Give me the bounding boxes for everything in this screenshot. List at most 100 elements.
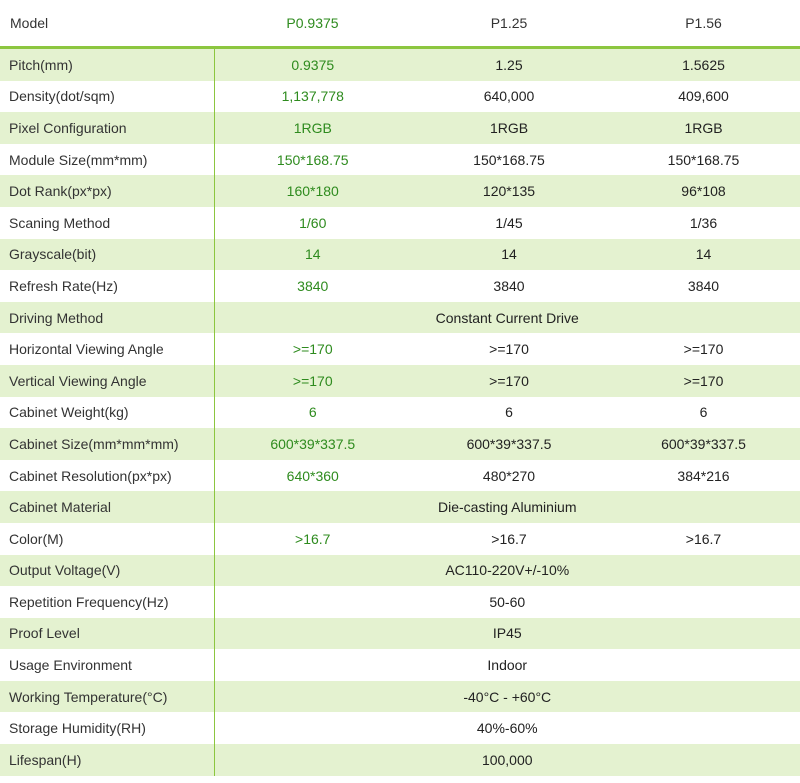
header-row: Model P0.9375 P1.25 P1.56 bbox=[0, 0, 800, 49]
spec-value: 14 bbox=[411, 238, 607, 271]
spec-value: >=170 bbox=[411, 364, 607, 397]
spec-label: Cabinet Resolution(px*px) bbox=[0, 459, 215, 492]
spec-value: 0.9375 bbox=[214, 47, 411, 81]
spec-value: >=170 bbox=[607, 333, 800, 365]
spec-label: Pixel Configuration bbox=[0, 112, 215, 144]
spec-label: Dot Rank(px*px) bbox=[0, 175, 215, 207]
spec-value: >=170 bbox=[411, 333, 607, 365]
spec-value: >16.7 bbox=[607, 522, 800, 555]
spec-label: Cabinet Size(mm*mm*mm) bbox=[0, 428, 215, 460]
spec-value: 150*168.75 bbox=[214, 143, 411, 176]
spec-label: Refresh Rate(Hz) bbox=[0, 270, 215, 302]
spec-value-shared: Indoor bbox=[214, 649, 800, 681]
spec-label: Proof Level bbox=[0, 617, 215, 650]
model-p0-9375: P0.9375 bbox=[214, 0, 411, 49]
spec-value-shared: 50-60 bbox=[214, 586, 800, 618]
spec-value: 600*39*337.5 bbox=[214, 428, 411, 460]
spec-value: 150*168.75 bbox=[411, 143, 607, 176]
spec-row: Cabinet Size(mm*mm*mm) 600*39*337.5 600*39… bbox=[0, 428, 800, 460]
spec-label: Vertical Viewing Angle bbox=[0, 364, 215, 397]
spec-row: Dot Rank(px*px) 160*180 120*135 96*108 bbox=[0, 175, 800, 207]
spec-value: 1/36 bbox=[607, 206, 800, 239]
spec-value: 96*108 bbox=[607, 175, 800, 207]
spec-value: 384*216 bbox=[607, 459, 800, 492]
spec-row: Refresh Rate(Hz) 3840 3840 3840 bbox=[0, 270, 800, 302]
spec-value: 160*180 bbox=[214, 175, 411, 207]
spec-value: 1RGB bbox=[214, 112, 411, 144]
spec-row: Pixel Configuration 1RGB 1RGB 1RGB bbox=[0, 112, 800, 144]
spec-row: Working Temperature(°C) -40°C - +60°C bbox=[0, 680, 800, 713]
spec-value-shared: IP45 bbox=[214, 617, 800, 650]
spec-label: Storage Humidity(RH) bbox=[0, 712, 215, 745]
spec-value: 1RGB bbox=[607, 112, 800, 144]
spec-row: Repetition Frequency(Hz) 50-60 bbox=[0, 586, 800, 618]
spec-row: Cabinet Weight(kg) 6 6 6 bbox=[0, 396, 800, 429]
spec-body: Pitch(mm) 0.9375 1.25 1.5625 Density(dot/sqm… bbox=[0, 47, 800, 776]
spec-label: Working Temperature(°C) bbox=[0, 680, 215, 713]
spec-row: Driving Method Constant Current Drive bbox=[0, 301, 800, 334]
spec-value: 480*270 bbox=[411, 459, 607, 492]
header-label: Model bbox=[0, 0, 214, 49]
spec-label: Module Size(mm*mm) bbox=[0, 143, 215, 176]
spec-value: 409,600 bbox=[607, 80, 800, 113]
spec-row: Proof Level IP45 bbox=[0, 617, 800, 650]
spec-value: 600*39*337.5 bbox=[411, 428, 607, 460]
spec-row: Grayscale(bit) 14 14 14 bbox=[0, 238, 800, 271]
model-p1-25: P1.25 bbox=[411, 0, 607, 49]
spec-value: 6 bbox=[607, 396, 800, 429]
spec-value: 600*39*337.5 bbox=[607, 428, 800, 460]
spec-value: 120*135 bbox=[411, 175, 607, 207]
spec-value-shared: Die-casting Aluminium bbox=[214, 491, 800, 523]
spec-value: 640,000 bbox=[411, 80, 607, 113]
spec-label: Output Voltage(V) bbox=[0, 554, 215, 587]
spec-value-shared: -40°C - +60°C bbox=[214, 680, 800, 713]
spec-row: Usage Environment Indoor bbox=[0, 649, 800, 681]
spec-label: Repetition Frequency(Hz) bbox=[0, 586, 215, 618]
spec-value: 6 bbox=[214, 396, 411, 429]
spec-row: Pitch(mm) 0.9375 1.25 1.5625 bbox=[0, 47, 800, 81]
spec-label: Scaning Method bbox=[0, 206, 215, 239]
spec-value: 14 bbox=[607, 238, 800, 271]
spec-value: 1RGB bbox=[411, 112, 607, 144]
spec-value: 150*168.75 bbox=[607, 143, 800, 176]
spec-row: Density(dot/sqm) 1,137,778 640,000 409,600 bbox=[0, 80, 800, 113]
spec-value: 1.5625 bbox=[607, 47, 800, 81]
model-p1-56: P1.56 bbox=[607, 0, 800, 49]
spec-label: Color(M) bbox=[0, 522, 215, 555]
spec-value-shared: 40%-60% bbox=[214, 712, 800, 745]
spec-label: Cabinet Weight(kg) bbox=[0, 396, 215, 429]
spec-row: Horizontal Viewing Angle >=170 >=170 >=170 bbox=[0, 333, 800, 365]
spec-row: Cabinet Resolution(px*px) 640*360 480*270 3… bbox=[0, 459, 800, 492]
spec-label: Cabinet Material bbox=[0, 491, 215, 523]
spec-value: 1/45 bbox=[411, 206, 607, 239]
spec-label: Usage Environment bbox=[0, 649, 215, 681]
spec-value: 1,137,778 bbox=[214, 80, 411, 113]
spec-label: Lifespan(H) bbox=[0, 744, 215, 776]
spec-value: >16.7 bbox=[411, 522, 607, 555]
spec-value: >16.7 bbox=[214, 522, 411, 555]
spec-value: >=170 bbox=[214, 364, 411, 397]
spec-row: Vertical Viewing Angle >=170 >=170 >=170 bbox=[0, 364, 800, 397]
spec-value-shared: AC110-220V+/-10% bbox=[214, 554, 800, 587]
spec-row: Scaning Method 1/60 1/45 1/36 bbox=[0, 206, 800, 239]
spec-label: Grayscale(bit) bbox=[0, 238, 215, 271]
spec-value: 3840 bbox=[607, 270, 800, 302]
spec-row: Module Size(mm*mm) 150*168.75 150*168.75 15… bbox=[0, 143, 800, 176]
spec-label: Density(dot/sqm) bbox=[0, 80, 215, 113]
spec-value: 14 bbox=[214, 238, 411, 271]
spec-row: Lifespan(H) 100,000 bbox=[0, 744, 800, 776]
spec-row: Output Voltage(V) AC110-220V+/-10% bbox=[0, 554, 800, 587]
spec-value: >=170 bbox=[214, 333, 411, 365]
spec-value: 640*360 bbox=[214, 459, 411, 492]
spec-value-shared: Constant Current Drive bbox=[214, 301, 800, 334]
spec-value: 1.25 bbox=[411, 47, 607, 81]
spec-row: Color(M) >16.7 >16.7 >16.7 bbox=[0, 522, 800, 555]
spec-value: 6 bbox=[411, 396, 607, 429]
spec-value-shared: 100,000 bbox=[214, 744, 800, 776]
spec-row: Storage Humidity(RH) 40%-60% bbox=[0, 712, 800, 745]
spec-value: >=170 bbox=[607, 364, 800, 397]
spec-value: 3840 bbox=[411, 270, 607, 302]
spec-label: Horizontal Viewing Angle bbox=[0, 333, 215, 365]
spec-label: Pitch(mm) bbox=[0, 47, 215, 81]
